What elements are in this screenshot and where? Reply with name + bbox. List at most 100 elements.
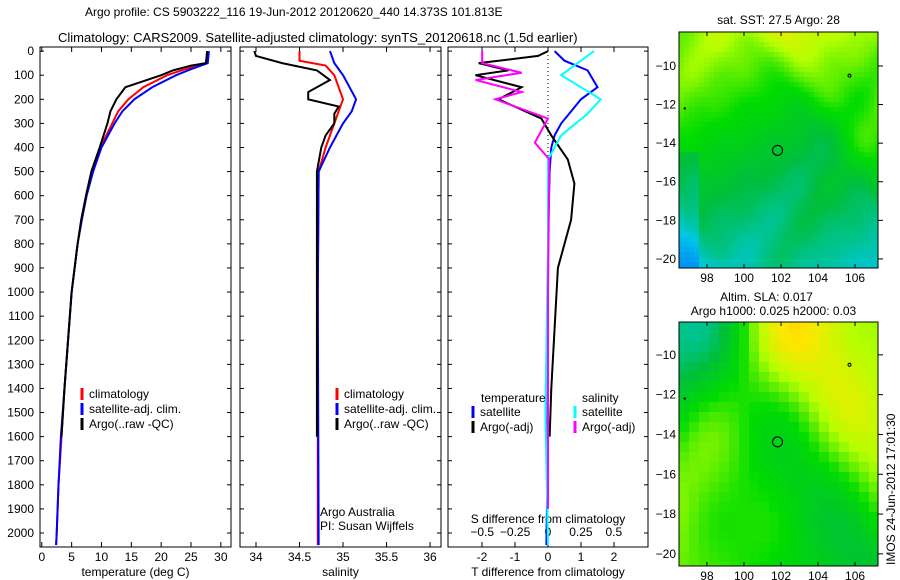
map-cell	[804, 137, 809, 142]
map-cell	[839, 92, 844, 97]
map-cell	[699, 532, 709, 542]
map-cell	[869, 482, 878, 492]
map-cell	[814, 42, 819, 47]
map-cell	[679, 177, 684, 182]
map-cell	[799, 522, 809, 532]
map-cell	[794, 152, 799, 157]
map-cell	[764, 142, 769, 147]
map-cell	[799, 117, 804, 122]
map-cell	[854, 182, 859, 187]
map-cell	[764, 212, 769, 217]
map-cell	[679, 77, 684, 82]
map-cell	[829, 352, 839, 362]
map-cell	[779, 67, 784, 72]
map-cell	[769, 47, 774, 52]
map-cell	[744, 42, 749, 47]
map-cell	[859, 332, 869, 342]
map-cell	[759, 362, 769, 372]
map-cell	[789, 432, 799, 442]
map-cell	[709, 402, 719, 412]
map-cell	[694, 207, 699, 212]
map-cell	[809, 57, 814, 62]
map-cell	[854, 82, 859, 87]
map-cell	[694, 97, 699, 102]
map-cell	[849, 172, 854, 177]
map-cell	[689, 152, 694, 157]
map-cell	[874, 127, 878, 132]
map-cell	[759, 402, 769, 412]
map-cell	[714, 32, 719, 37]
map-cell	[819, 117, 824, 122]
lat-tick-label: −18	[656, 213, 677, 227]
map-cell	[844, 237, 849, 242]
map-cell	[844, 112, 849, 117]
map-cell	[874, 32, 878, 37]
map-cell	[829, 177, 834, 182]
map-cell	[704, 127, 709, 132]
map-cell	[739, 262, 744, 267]
map-cell	[829, 532, 839, 542]
map-cell	[754, 212, 759, 217]
map-cell	[809, 252, 814, 257]
map-cell	[689, 62, 694, 67]
map-cell	[839, 242, 844, 247]
map-cell	[739, 382, 749, 392]
map-cell	[729, 52, 734, 57]
map-cell	[844, 157, 849, 162]
map-cell	[719, 542, 729, 552]
map-cell	[724, 72, 729, 77]
map-cell	[769, 472, 779, 482]
map-cell	[789, 202, 794, 207]
map-cell	[719, 232, 724, 237]
map-cell	[859, 47, 864, 52]
map-cell	[704, 147, 709, 152]
map-cell	[869, 177, 874, 182]
map-cell	[679, 72, 684, 77]
map-cell	[769, 177, 774, 182]
map-cell	[849, 462, 859, 472]
map-cell	[774, 232, 779, 237]
map-cell	[874, 97, 878, 102]
map-cell	[739, 92, 744, 97]
map-cell	[774, 212, 779, 217]
map-cell	[824, 72, 829, 77]
y-tick-label: 1900	[7, 502, 34, 516]
map-cell	[849, 562, 859, 566]
map-cell	[784, 212, 789, 217]
map-cell	[699, 37, 704, 42]
map-cell	[724, 207, 729, 212]
map-cell	[744, 157, 749, 162]
map-cell	[744, 252, 749, 257]
map-cell	[774, 257, 779, 262]
map-cell	[679, 192, 684, 197]
map-cell	[744, 47, 749, 52]
map-cell	[744, 162, 749, 167]
map-cell	[804, 112, 809, 117]
map-cell	[804, 87, 809, 92]
map-cell	[759, 182, 764, 187]
map-cell	[779, 167, 784, 172]
map-cell	[729, 87, 734, 92]
map-cell	[739, 52, 744, 57]
map-cell	[679, 92, 684, 97]
map-cell	[834, 237, 839, 242]
map-cell	[779, 512, 789, 522]
map-cell	[754, 207, 759, 212]
map-cell	[719, 322, 729, 332]
map-cell	[684, 52, 689, 57]
map-cell	[824, 137, 829, 142]
map-cell	[724, 102, 729, 107]
map-cell	[734, 62, 739, 67]
map-cell	[799, 392, 809, 402]
map-cell	[774, 122, 779, 127]
map-cell	[679, 342, 689, 352]
map-cell	[729, 342, 739, 352]
map-cell	[779, 532, 789, 542]
map-cell	[719, 352, 729, 362]
map-cell	[789, 72, 794, 77]
map-cell	[749, 552, 759, 562]
map-cell	[829, 247, 834, 252]
map-cell	[774, 242, 779, 247]
map-cell	[709, 127, 714, 132]
